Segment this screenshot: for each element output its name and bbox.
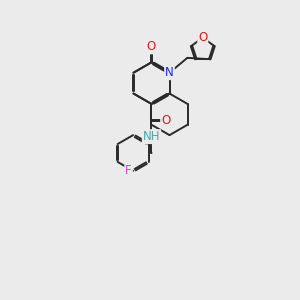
Text: NH: NH xyxy=(143,130,160,143)
Text: N: N xyxy=(165,66,174,79)
Text: O: O xyxy=(161,114,170,127)
Text: F: F xyxy=(125,164,132,177)
Text: O: O xyxy=(198,31,207,44)
Text: O: O xyxy=(147,40,156,53)
